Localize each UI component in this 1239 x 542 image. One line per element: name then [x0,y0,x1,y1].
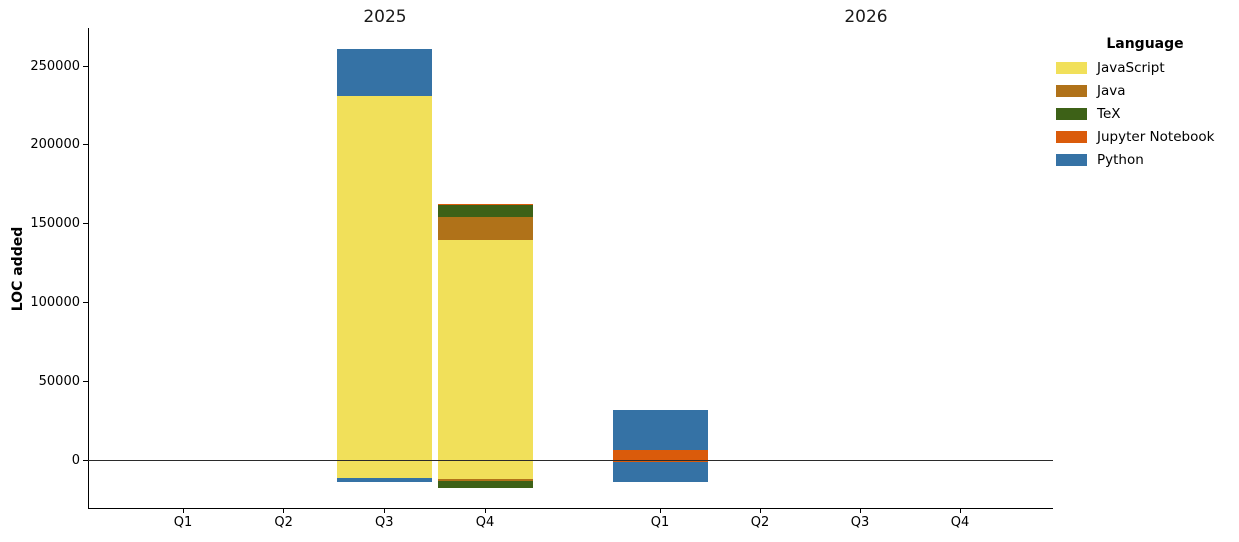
bar-segment-javascript [437,460,533,480]
legend: Language JavaScript Java TeX Jupyter Notebo… [1056,36,1234,167]
x-tick-mark [959,508,961,513]
x-tick-label: Q3 [375,515,394,530]
legend-item: JavaScript [1056,61,1234,75]
y-tick-mark [83,223,88,225]
x-tick-label: Q4 [950,515,970,530]
bar-segment-java [437,217,533,240]
legend-items: JavaScript Java TeX Jupyter Notebook Python [1056,61,1234,167]
x-tick-mark [383,508,385,513]
x-tick-label: Q4 [475,515,495,530]
y-tick-label: 50000 [38,374,80,390]
y-tick-label: 150000 [30,216,80,232]
zero-baseline [88,460,1053,461]
y-tick-mark [83,381,88,383]
legend-item-label: Java [1097,83,1126,99]
x-tick-label: Q1 [650,515,670,530]
legend-item: TeX [1056,107,1234,121]
x-tick-mark [182,508,184,513]
bar-segment-jupyter-notebook [437,203,533,206]
facet-title-2026: 2026 [844,7,888,27]
x-tick-label: Q3 [850,515,870,530]
legend-swatch-icon [1056,108,1087,120]
y-tick-label: 100000 [30,295,80,311]
bar-segment-jupyter-notebook [612,460,708,463]
y-tick-mark [83,65,88,67]
y-tick-label: 250000 [30,58,80,74]
bar-segment-jupyter-notebook [612,450,708,461]
y-tick-label: 200000 [30,137,80,153]
x-axis-spine [88,508,1053,509]
legend-item: Python [1056,153,1234,167]
legend-item-label: TeX [1097,106,1121,122]
bar-segment-tex [437,205,533,218]
legend-swatch-icon [1056,85,1087,97]
y-tick-label: 0 [71,453,80,468]
legend-item-label: Python [1097,152,1144,168]
legend-swatch-icon [1056,154,1087,166]
bar-segment-javascript [437,239,533,461]
bar-segment-python [612,410,708,451]
legend-item-label: Jupyter Notebook [1097,129,1215,145]
bar-segment-javascript [336,95,432,461]
x-tick-mark [859,508,861,513]
legend-item: Java [1056,84,1234,98]
bar-segment-tex [437,481,533,489]
legend-item: Jupyter Notebook [1056,130,1234,144]
bar-segment-python [612,462,708,482]
y-axis-spine [88,28,89,509]
x-tick-label: Q2 [274,515,293,530]
legend-item-label: JavaScript [1097,60,1165,76]
y-tick-mark [83,302,88,304]
x-tick-mark [759,508,761,513]
y-tick-mark [83,144,88,146]
y-tick-mark [83,460,88,461]
x-tick-label: Q2 [750,515,770,530]
bar-segment-python [336,477,432,482]
x-tick-mark [283,508,285,513]
x-tick-mark [659,508,661,513]
bar-segment-python [336,49,432,96]
legend-title: Language [1106,36,1184,52]
facet-title-2025: 2025 [363,7,407,27]
legend-swatch-icon [1056,131,1087,143]
bar-segment-java [437,479,533,481]
bar-segment-javascript [336,460,432,478]
x-tick-label: Q1 [173,515,193,530]
x-tick-mark [484,508,486,513]
legend-swatch-icon [1056,62,1087,74]
